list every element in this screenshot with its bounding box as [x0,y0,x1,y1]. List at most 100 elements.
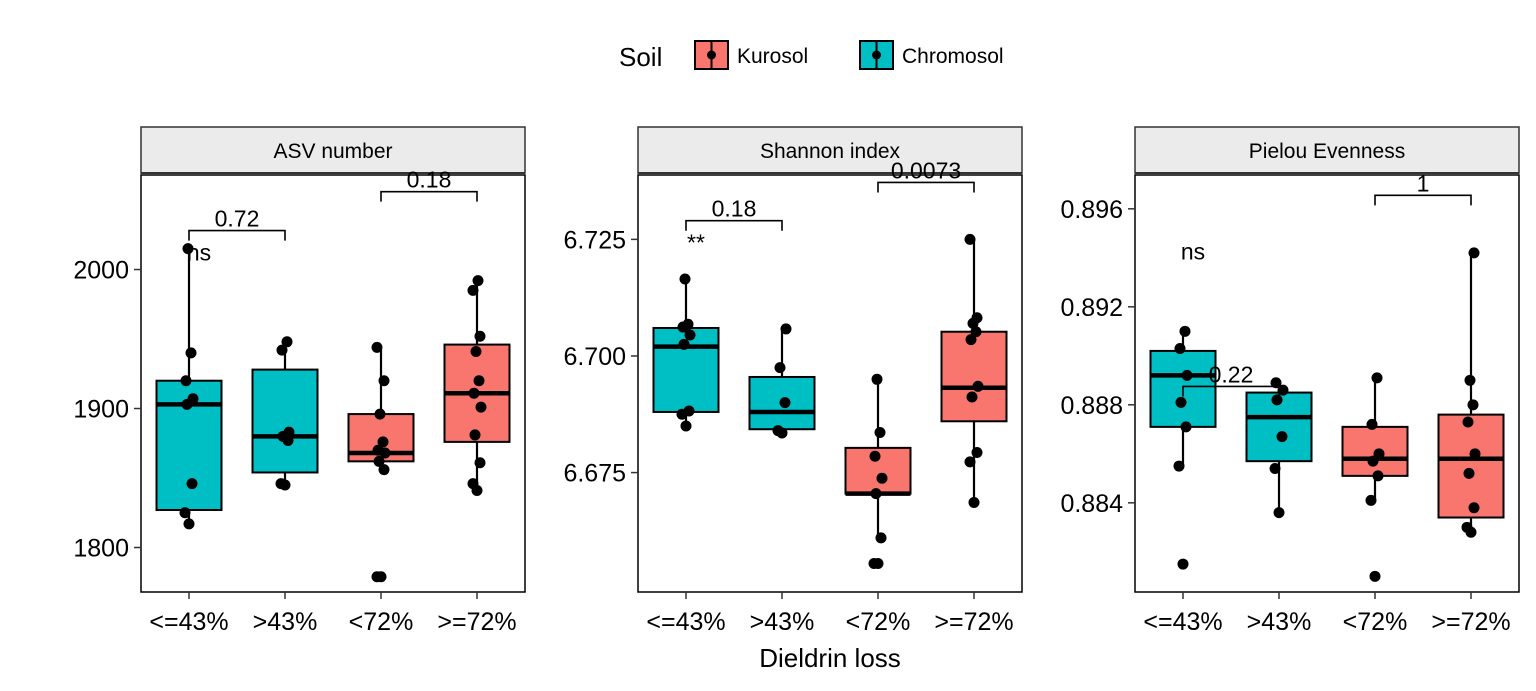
data-point [683,405,695,417]
data-point [774,362,786,374]
panel-1: Shannon index 6.675 6.700 6.725 <=43% >43% <72… [563,126,1023,636]
data-point [374,408,386,420]
p-value-label: 0.22 [1209,361,1254,387]
p-value-label: 0.18 [407,167,452,193]
data-point [971,447,983,459]
p-value-label: 0.18 [712,196,757,222]
comparison-bracket: 0.72 [188,206,286,241]
panel-strip [637,126,1023,174]
box-0 [155,243,223,530]
data-point [474,330,486,342]
y-tick-label: 0.884 [1060,490,1123,518]
data-point [474,457,486,469]
x-tick-label: <=43% [646,608,725,636]
plot-frame [140,174,526,593]
data-point [964,233,976,245]
data-point [968,496,980,508]
data-point [1181,369,1193,381]
box-0 [1149,325,1217,570]
data-point [186,478,198,490]
data-point [377,436,389,448]
y-tick-label: 6.700 [563,343,626,371]
data-point [871,373,883,385]
box-2 [844,373,912,570]
panel-title: Shannon index [760,140,901,163]
data-point [183,518,195,530]
plot-frame [1134,174,1520,593]
x-tick-label: <72% [349,608,414,636]
x-tick-label: >43% [750,608,815,636]
box-1 [1245,377,1313,519]
panel-title: ASV number [273,140,392,163]
data-point [680,420,692,432]
data-point [1366,418,1378,430]
data-point [1365,494,1377,506]
data-point [468,387,480,399]
data-point [1469,448,1481,460]
data-point [972,380,984,392]
bracket-line [380,190,478,202]
box-2 [347,341,415,583]
comparison-bracket: 0.0073 [877,157,975,193]
data-point [187,393,199,405]
data-point [469,429,481,441]
data-point [870,488,882,500]
data-point [779,397,791,409]
box-body [940,330,1008,423]
p-value-label: 1 [1417,170,1430,196]
data-point [964,456,976,468]
data-point [470,346,482,358]
p-value-label: 0.0073 [891,157,961,183]
y-tick-label: 1900 [73,396,129,424]
data-point [182,243,194,255]
data-point [275,478,287,490]
box-body [251,368,319,474]
x-tick-label: >=72% [934,608,1013,636]
data-point [1179,325,1191,337]
data-point [1270,377,1282,389]
data-point [1180,421,1192,433]
data-point [780,323,792,335]
data-point [876,472,888,484]
y-tick-label: 1800 [73,535,129,563]
data-point [1173,460,1185,472]
bracket-line [188,229,286,241]
x-tick-label: >=72% [437,608,516,636]
box-3 [1437,247,1505,538]
significance-label: ns [1181,238,1205,264]
y-tick-label: 0.896 [1060,196,1123,224]
data-point [1367,455,1379,467]
bracket-line [877,181,975,193]
data-point [868,558,880,570]
x-tick-label: >=72% [1431,608,1510,636]
data-point [473,375,485,387]
legend-key-chromosol [859,40,894,70]
data-point [1372,470,1384,482]
data-point [875,532,887,544]
data-point [966,391,978,403]
panel-2: Pielou Evenness 0.884 0.888 0.892 0.896 <=43%… [1060,126,1520,636]
data-point [373,455,385,467]
box-body [1341,425,1409,477]
data-point [467,284,479,296]
panel-0: ASV number 1800 1900 2000 <=43% >43% <72% >=72%… [73,126,526,636]
box-1 [251,336,319,491]
data-point [971,312,983,324]
x-tick-label: <72% [1343,608,1408,636]
bracket-line [1182,385,1280,397]
data-point [283,426,295,438]
data-point [1464,374,1476,386]
box-2 [1341,372,1409,582]
comparison-bracket: 0.18 [380,167,478,202]
data-point [1369,570,1381,582]
data-point [372,444,384,456]
legend-key-kurosol [694,40,729,70]
legend-label-kurosol: Kurosol [737,45,808,68]
data-point [378,464,390,476]
p-value-label: 0.72 [215,206,260,232]
box-body [1437,413,1505,519]
data-point [1467,399,1479,411]
data-point [276,344,288,356]
panels: ASV number 1800 1900 2000 <=43% >43% <72% >=72%… [73,126,1520,636]
